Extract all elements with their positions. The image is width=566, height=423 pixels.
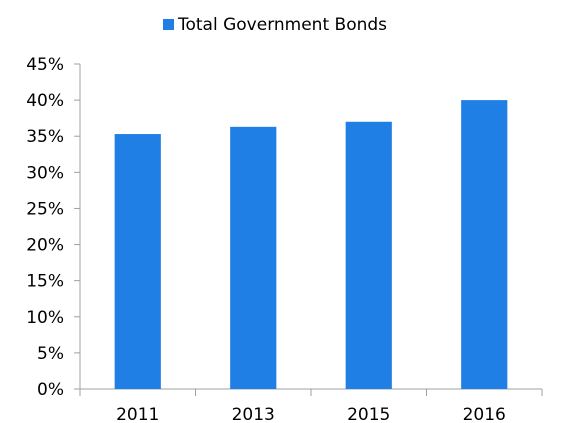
legend-swatch — [163, 19, 174, 30]
bar — [345, 121, 392, 390]
y-tick-label: 5% — [37, 344, 64, 364]
y-tick-label: 35% — [26, 127, 64, 147]
x-tick-label: 2011 — [116, 405, 159, 423]
y-axis: 0% 5% 10% 15% 20% 25% 30% 35% 40% 45% — [26, 55, 81, 400]
x-axis: 2011 2013 2015 2016 — [79, 388, 543, 423]
y-tick-label: 30% — [26, 163, 64, 183]
x-tick-label: 2013 — [232, 405, 275, 423]
legend: Total Government Bonds — [163, 15, 387, 35]
y-tick-label: 45% — [26, 55, 64, 75]
y-tick-label: 0% — [37, 380, 64, 400]
y-tick-label: 40% — [26, 91, 64, 111]
y-tick-label: 10% — [26, 308, 64, 328]
y-tick-label: 25% — [26, 199, 64, 219]
bar-series — [114, 100, 508, 390]
x-tick-label: 2016 — [463, 405, 506, 423]
y-tick-label: 15% — [26, 272, 64, 292]
legend-label: Total Government Bonds — [177, 15, 387, 35]
bar — [461, 100, 508, 389]
bar — [230, 126, 277, 389]
x-tick-label: 2015 — [347, 405, 390, 423]
y-tick-label: 20% — [26, 236, 64, 256]
bar — [114, 134, 161, 389]
